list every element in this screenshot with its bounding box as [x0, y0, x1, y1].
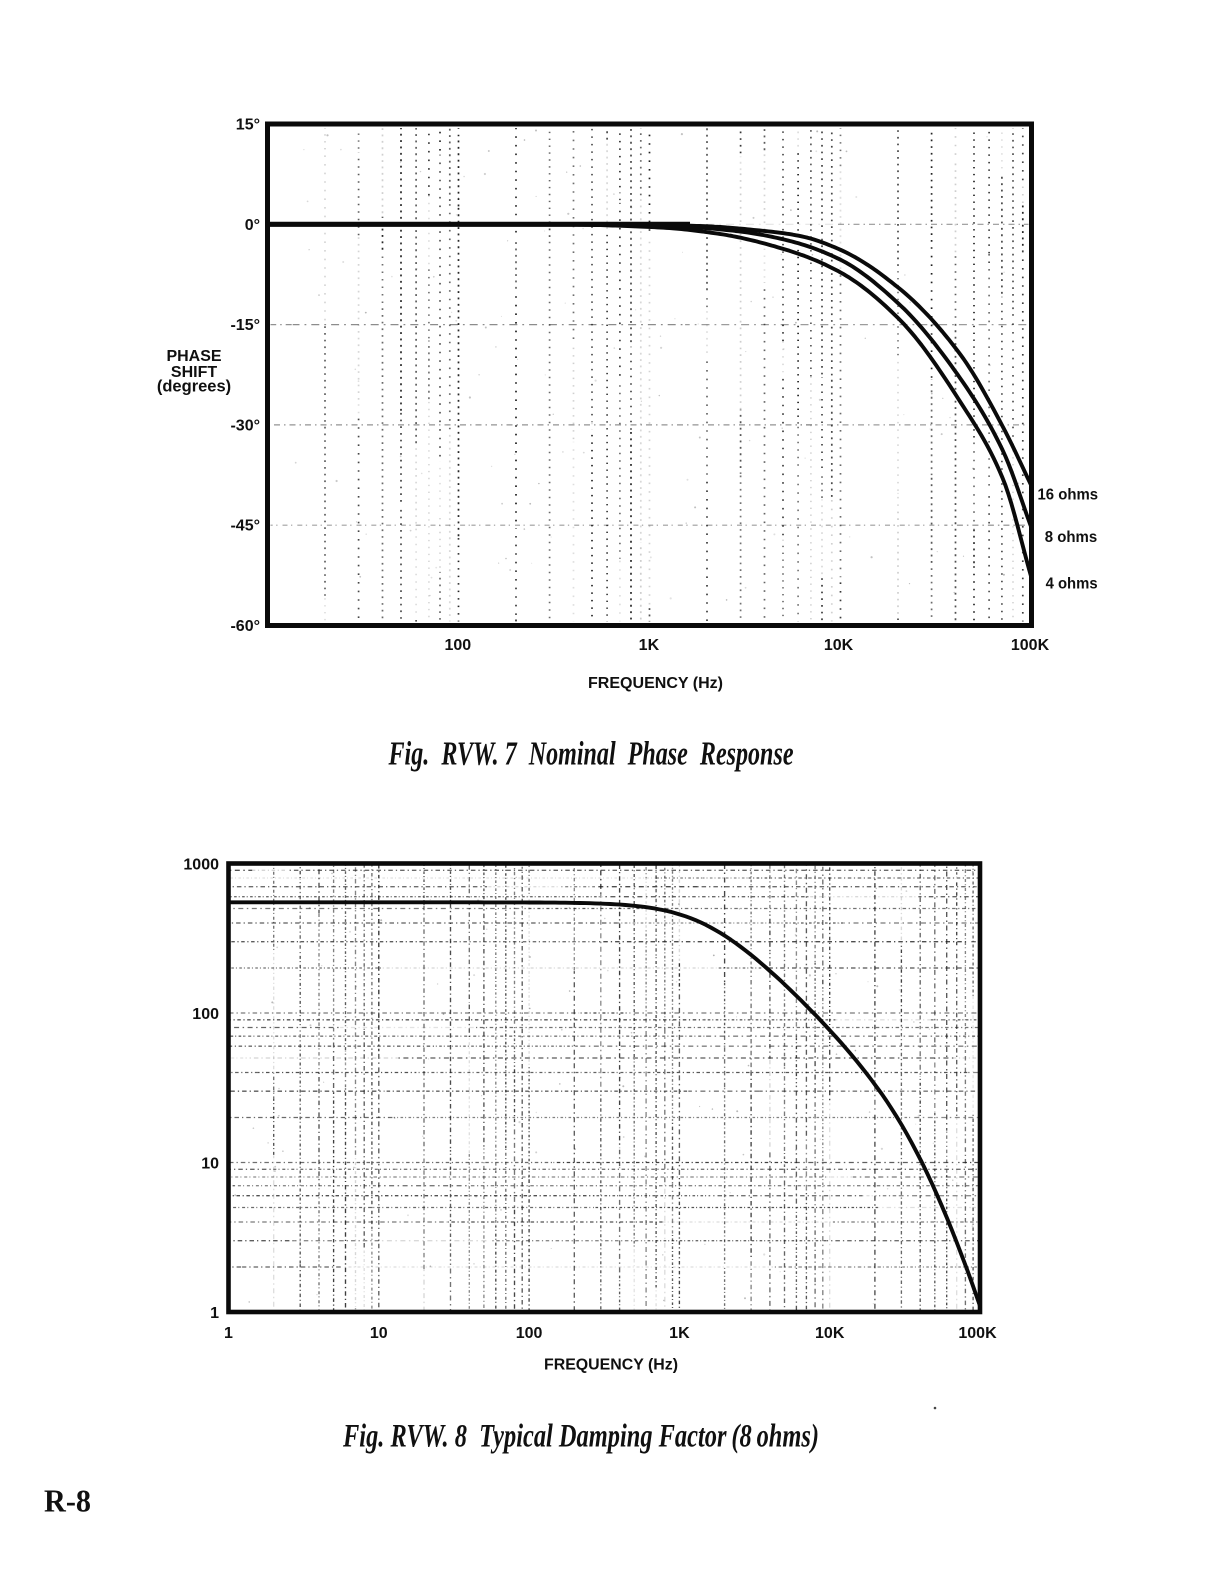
svg-text:16 ohms: 16 ohms — [1038, 487, 1099, 504]
svg-text:1K: 1K — [639, 637, 660, 654]
svg-text:-30°: -30° — [230, 417, 260, 434]
svg-text:Fig. RVW. 8 Typical Damping F: Fig. RVW. 8 Typical Damping Factor (8 oh… — [342, 1419, 819, 1455]
svg-text:R-8: R-8 — [44, 1483, 91, 1519]
svg-text:10: 10 — [201, 1156, 219, 1173]
svg-text:-15°: -15° — [230, 317, 260, 334]
svg-text:1K: 1K — [669, 1325, 690, 1342]
svg-text:Fig. RVW. 7 Nominal Phase: Fig. RVW. 7 Nominal Phase Response — [388, 736, 794, 773]
svg-text:0°: 0° — [245, 217, 260, 234]
svg-text:4 ohms: 4 ohms — [1046, 576, 1098, 593]
svg-text:8 ohms: 8 ohms — [1045, 529, 1098, 546]
svg-text:100K: 100K — [1011, 637, 1050, 654]
svg-text:10: 10 — [370, 1325, 388, 1342]
svg-text:1000: 1000 — [183, 857, 219, 874]
svg-text:(degrees): (degrees) — [157, 378, 231, 396]
svg-text:10K: 10K — [824, 637, 854, 654]
svg-text:1: 1 — [210, 1305, 219, 1322]
svg-text:100K: 100K — [958, 1325, 997, 1342]
svg-text:-60°: -60° — [230, 618, 260, 635]
svg-text:FREQUENCY (Hz): FREQUENCY (Hz) — [588, 675, 723, 692]
svg-text:-45°: -45° — [230, 518, 260, 535]
svg-text:SHIFT: SHIFT — [171, 364, 217, 381]
svg-text:10K: 10K — [815, 1325, 845, 1342]
svg-text:100: 100 — [444, 637, 471, 654]
svg-text:FREQUENCY (Hz): FREQUENCY (Hz) — [544, 1357, 678, 1374]
svg-text:PHASE: PHASE — [166, 348, 221, 365]
svg-text:15°: 15° — [236, 117, 260, 134]
svg-text:1: 1 — [224, 1325, 233, 1342]
svg-text:100: 100 — [516, 1325, 543, 1342]
svg-text:100: 100 — [192, 1006, 219, 1023]
